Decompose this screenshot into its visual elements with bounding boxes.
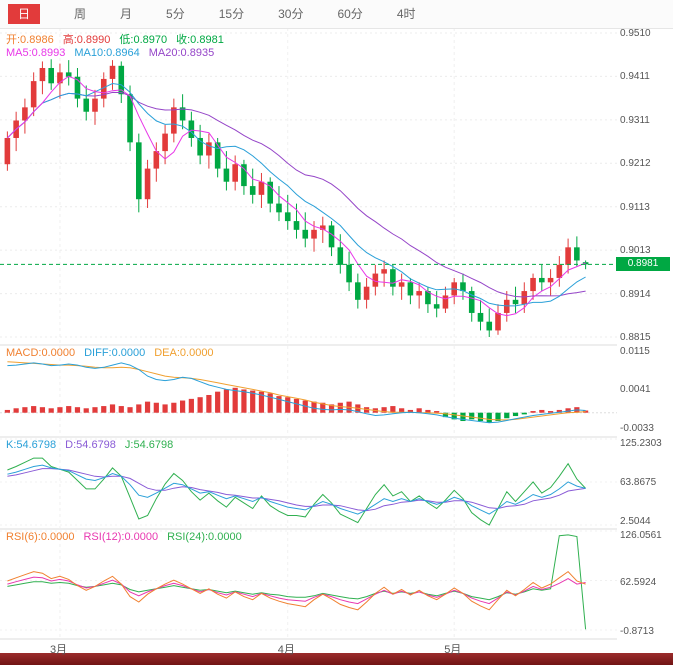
tab-timeframe-1[interactable]: 周 (74, 7, 87, 21)
tab-timeframe-7[interactable]: 4时 (396, 7, 416, 21)
tab-timeframe-5[interactable]: 30分 (278, 7, 304, 21)
bottom-bar (0, 653, 673, 665)
tab-timeframe-0[interactable]: 日 (8, 4, 41, 24)
x-axis-month-label: 5月 (444, 644, 462, 656)
tab-timeframe-3[interactable]: 5分 (166, 7, 185, 21)
timeframe-toolbar: 日 周 月 5分 15分 30分 60分 4时 (0, 0, 673, 29)
x-axis-month-label: 4月 (277, 644, 295, 656)
tab-timeframe-4[interactable]: 15分 (218, 7, 245, 21)
tab-timeframe-6[interactable]: 60分 (337, 7, 363, 21)
tab-timeframe-2[interactable]: 月 (120, 7, 133, 21)
chart-canvas[interactable] (0, 0, 673, 640)
x-axis-month-label: 3月 (49, 644, 68, 656)
